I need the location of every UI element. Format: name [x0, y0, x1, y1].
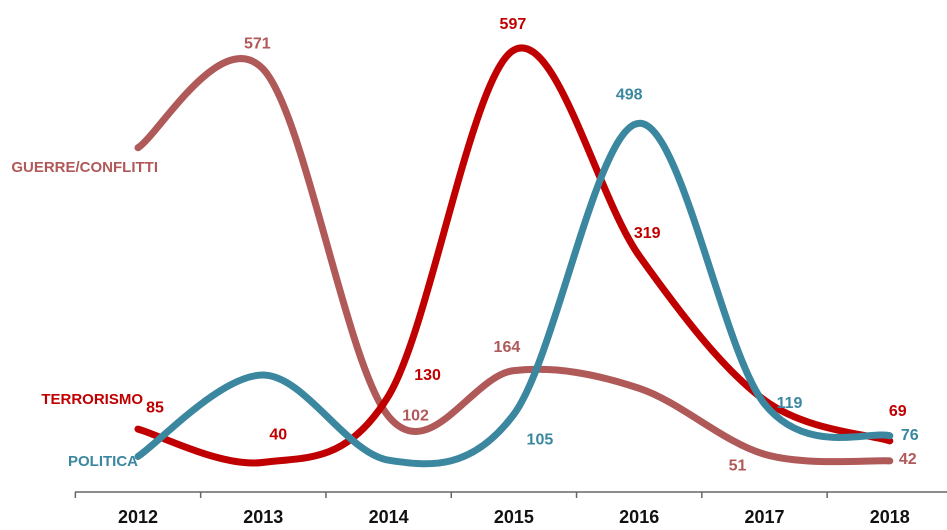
data-label: 85	[146, 399, 164, 416]
series-name: GUERRE/CONFLITTI	[11, 159, 158, 176]
data-label: 40	[269, 427, 287, 444]
x-tick-label: 2016	[619, 507, 659, 527]
series-name: POLITICA	[68, 453, 138, 470]
series-name: TERRORISMO	[41, 391, 143, 408]
x-tick-label: 2017	[744, 507, 784, 527]
x-tick-label: 2012	[118, 507, 158, 527]
x-tick-label: 2015	[494, 507, 534, 527]
data-label: 76	[901, 427, 919, 444]
series-line	[134, 44, 894, 467]
data-label: 102	[402, 408, 429, 425]
x-tick-label: 2013	[243, 507, 283, 527]
data-label: 42	[899, 451, 917, 468]
x-tick-label: 2014	[369, 507, 409, 527]
series-line	[134, 119, 894, 468]
data-label: 164	[494, 339, 521, 356]
data-label: 571	[244, 35, 271, 52]
data-label: 319	[634, 225, 661, 242]
data-label: 597	[500, 16, 527, 33]
data-label: 119	[777, 395, 803, 412]
data-label: 51	[729, 457, 747, 474]
data-label: 498	[616, 87, 643, 104]
series-line	[134, 55, 894, 466]
data-label: 105	[527, 431, 554, 448]
x-tick-label: 2018	[870, 507, 910, 527]
data-label: 69	[889, 403, 907, 420]
data-label: 130	[414, 367, 441, 384]
